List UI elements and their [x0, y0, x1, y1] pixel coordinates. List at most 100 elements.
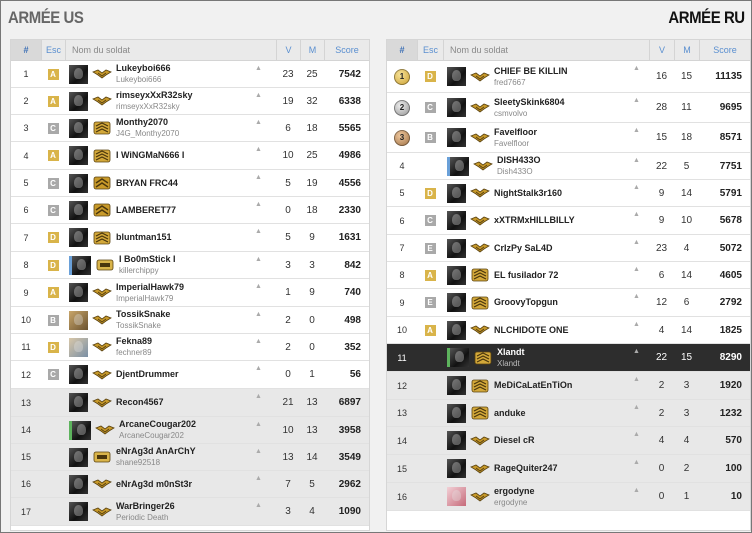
soldier-name[interactable]: CHIEF BE KILLIN — [494, 65, 568, 76]
table-row[interactable]: 11 D Fekna89 fechner89 ▲ 2 0 352 — [11, 334, 369, 361]
avatar[interactable] — [69, 447, 88, 467]
soldier-name[interactable]: I Bo0mStick I — [119, 254, 176, 264]
table-row[interactable]: 16 eNrAg3d m0nSt3r ▲ 7 5 2962 — [11, 471, 369, 498]
report-icon[interactable]: ▲ — [633, 65, 640, 72]
avatar[interactable] — [447, 403, 466, 423]
report-icon[interactable]: ▲ — [255, 502, 262, 509]
soldier-name[interactable]: rimseyxXxR32sky — [116, 90, 193, 100]
soldier-name[interactable]: eNrAg3d m0nSt3r — [116, 478, 193, 489]
avatar[interactable] — [69, 337, 88, 357]
soldier-cell[interactable]: I Bo0mStick I killerchippy ▲ — [65, 252, 276, 278]
report-icon[interactable]: ▲ — [633, 266, 640, 273]
avatar[interactable] — [69, 118, 88, 138]
soldier-cell[interactable]: EL fusilador 72 ▲ — [443, 262, 649, 288]
avatar[interactable] — [69, 173, 88, 193]
soldier-name[interactable]: DISH433O — [497, 155, 541, 165]
table-row[interactable]: 12 MeDiCaLatEnTiOn ▲ 2 3 1920 — [387, 372, 750, 400]
soldier-cell[interactable]: NightStalk3r160 ▲ — [443, 180, 649, 206]
table-row[interactable]: 6 C LAMBERET77 ▲ 0 18 2330 — [11, 197, 369, 224]
report-icon[interactable]: ▲ — [633, 376, 640, 383]
soldier-cell[interactable]: SleetySkink6804 csmvolvo ▲ — [443, 93, 649, 122]
soldier-name[interactable]: SleetySkink6804 — [494, 96, 565, 107]
rank-header[interactable]: # — [11, 40, 41, 60]
soldier-cell[interactable]: RageQuiter247 ▲ — [443, 455, 649, 482]
soldier-cell[interactable]: NLCHIDOTE ONE ▲ — [443, 317, 649, 343]
table-row[interactable]: 17 WarBringer26 Periodic Death ▲ 3 4 1090 — [11, 498, 369, 526]
table-row[interactable]: 16 ergodyne ergodyne ▲ 0 1 10 — [387, 483, 750, 511]
report-icon[interactable]: ▲ — [255, 283, 262, 290]
avatar[interactable] — [69, 255, 91, 275]
avatar[interactable] — [447, 67, 466, 86]
avatar[interactable] — [447, 128, 466, 147]
soldier-name[interactable]: ergodyne — [494, 485, 535, 496]
report-icon[interactable]: ▲ — [255, 338, 262, 345]
avatar[interactable] — [447, 376, 466, 395]
rank-header[interactable]: # — [387, 40, 417, 60]
report-icon[interactable]: ▲ — [633, 293, 640, 300]
table-row[interactable]: 4 DISH433O Dish433O ▲ 22 5 7751 — [387, 153, 750, 180]
soldier-cell[interactable]: ArcaneCougar202 ArcaneCougar202 ▲ — [65, 417, 276, 443]
soldier-cell[interactable]: anduke ▲ — [443, 400, 649, 426]
report-icon[interactable]: ▲ — [633, 459, 640, 466]
table-row[interactable]: 3 B Favelfloor Favelfloor ▲ 15 18 8571 — [387, 123, 750, 153]
report-icon[interactable]: ▲ — [255, 65, 262, 72]
avatar[interactable] — [447, 183, 466, 203]
soldier-name[interactable]: eNrAg3d AnArChY — [116, 446, 196, 456]
soldier-name[interactable]: xXTRMxHILLBILLY — [494, 215, 575, 225]
soldier-cell[interactable]: eNrAg3d AnArChY shane92518 ▲ — [65, 444, 276, 470]
report-icon[interactable]: ▲ — [633, 127, 640, 134]
table-row[interactable]: 13 anduke ▲ 2 3 1232 — [387, 400, 750, 427]
soldier-cell[interactable]: I WiNGMaN666 I ▲ — [65, 142, 276, 169]
avatar[interactable] — [69, 420, 91, 440]
score-header[interactable]: Score — [324, 40, 369, 60]
soldier-cell[interactable]: TossikSnake TossikSnake ▲ — [65, 307, 276, 333]
avatar[interactable] — [69, 474, 88, 494]
avatar[interactable] — [447, 293, 466, 312]
report-icon[interactable]: ▲ — [255, 174, 262, 181]
soldier-name[interactable]: GroovyTopgun — [494, 297, 558, 307]
esc-header[interactable]: Esc — [41, 40, 65, 60]
table-row[interactable]: 10 B TossikSnake TossikSnake ▲ 2 0 498 — [11, 307, 369, 334]
report-icon[interactable]: ▲ — [255, 421, 262, 428]
table-row[interactable]: 5 C BRYAN FRC44 ▲ 5 19 4556 — [11, 170, 369, 197]
avatar[interactable] — [447, 487, 466, 506]
report-icon[interactable]: ▲ — [633, 211, 640, 218]
soldier-name[interactable]: NLCHIDOTE ONE — [494, 324, 569, 335]
report-icon[interactable]: ▲ — [633, 157, 640, 164]
report-icon[interactable]: ▲ — [633, 321, 640, 328]
report-icon[interactable]: ▲ — [633, 348, 640, 355]
table-row[interactable]: 8 A EL fusilador 72 ▲ 6 14 4605 — [387, 262, 750, 289]
wins-header[interactable]: V — [276, 40, 300, 60]
avatar[interactable] — [69, 64, 88, 84]
esc-header[interactable]: Esc — [417, 40, 443, 60]
soldier-name[interactable]: Diesel cR — [494, 435, 535, 445]
avatar[interactable] — [69, 228, 88, 247]
soldier-cell[interactable]: WarBringer26 Periodic Death ▲ — [65, 498, 276, 525]
table-row[interactable]: 12 C DjentDrummer ▲ 0 1 56 — [11, 361, 369, 389]
soldier-cell[interactable]: ImperialHawk79 ImperialHawk79 ▲ — [65, 279, 276, 306]
avatar[interactable] — [69, 393, 88, 412]
name-header[interactable]: Nom du soldat — [443, 40, 649, 60]
score-header[interactable]: Score — [699, 40, 750, 60]
report-icon[interactable]: ▲ — [255, 365, 262, 372]
avatar[interactable] — [69, 283, 88, 302]
table-row[interactable]: 13 Recon4567 ▲ 21 13 6897 — [11, 389, 369, 417]
soldier-cell[interactable]: Monthy2070 J4G_Monthy2070 ▲ — [65, 115, 276, 141]
report-icon[interactable]: ▲ — [633, 431, 640, 438]
soldier-cell[interactable]: LAMBERET77 ▲ — [65, 197, 276, 223]
avatar[interactable] — [447, 431, 466, 450]
soldier-name[interactable]: CrIzPy SaL4D — [494, 242, 553, 253]
report-icon[interactable]: ▲ — [633, 97, 640, 104]
avatar[interactable] — [447, 348, 469, 367]
table-row[interactable]: 14 ArcaneCougar202 ArcaneCougar202 ▲ 10 13 395… — [11, 417, 369, 444]
table-row[interactable]: 7 E CrIzPy SaL4D ▲ 23 4 5072 — [387, 235, 750, 262]
soldier-name[interactable]: I WiNGMaN666 I — [116, 150, 185, 160]
report-icon[interactable]: ▲ — [255, 311, 262, 318]
wins-header[interactable]: V — [649, 40, 674, 60]
soldier-name[interactable]: MeDiCaLatEnTiOn — [494, 380, 573, 390]
soldier-name[interactable]: Fekna89 — [116, 336, 153, 346]
soldier-cell[interactable]: BRYAN FRC44 ▲ — [65, 170, 276, 196]
